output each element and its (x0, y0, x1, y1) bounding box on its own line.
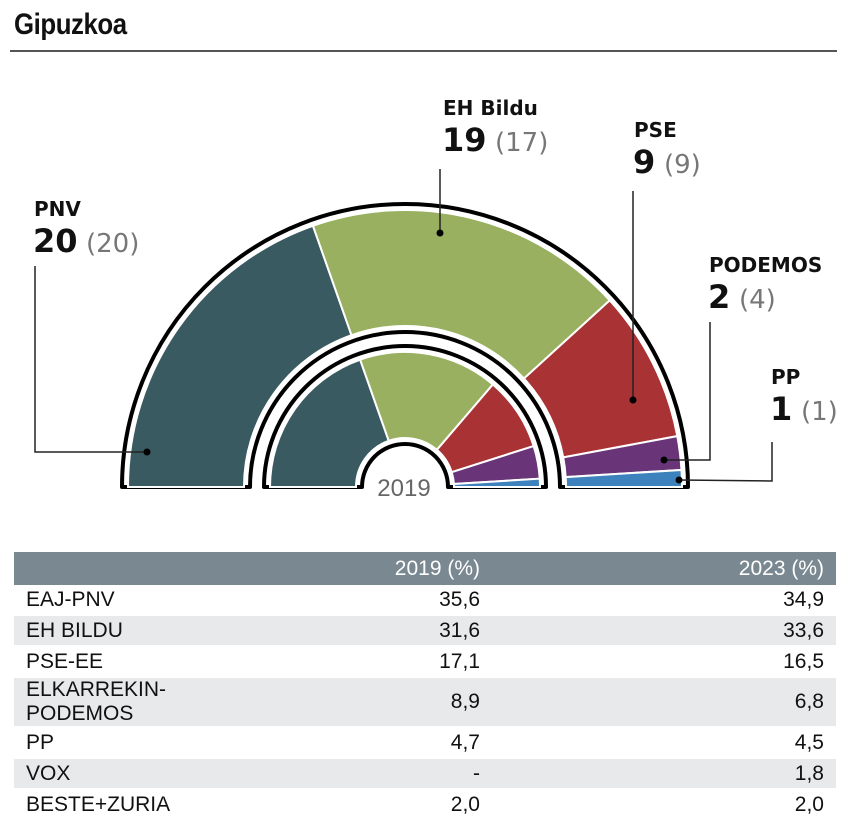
party-name: BESTE+ZURIA (14, 789, 278, 821)
leader-dot-pse (629, 396, 637, 404)
leader-dot-pnv (143, 448, 151, 456)
pct-2019: 8,9 (278, 677, 492, 728)
pct-2019: 4,7 (278, 727, 492, 759)
leader-dot-pp (675, 476, 683, 484)
party-name: PODEMOS (709, 253, 822, 277)
table-row: ELKARREKIN-PODEMOS 8,9 6,8 (14, 677, 836, 728)
party-name: EH Bildu (443, 96, 538, 120)
results-table: 2019 (%) 2023 (%) EAJ-PNV 35,6 34,9 EH BIL… (14, 552, 836, 821)
seats-2019: (9) (664, 150, 701, 180)
leader-line-podemos (664, 322, 711, 461)
seats-2023: 19 (442, 121, 487, 159)
leader-dot-podemos (660, 456, 668, 464)
inner-segment-pp (452, 477, 542, 488)
seats-2019: (20) (86, 229, 139, 259)
party-name: VOX (14, 758, 278, 790)
party-name: EH BILDU (14, 615, 278, 647)
seats-2023: 1 (770, 390, 792, 428)
inner-ring-2019 (268, 351, 542, 488)
seats-2019: (17) (495, 128, 548, 158)
seats-2023: 2 (708, 278, 730, 316)
outer-segment-pnv (126, 224, 353, 488)
party-name: PSE (634, 118, 677, 142)
pct-2019: - (278, 758, 492, 790)
seats-2019: (1) (801, 397, 838, 427)
pct-2023: 1,8 (492, 758, 836, 790)
leader-line-pnv (34, 266, 147, 453)
pct-2023: 16,5 (492, 646, 836, 678)
pct-2023: 33,6 (492, 615, 836, 647)
pct-2023: 2,0 (492, 789, 836, 821)
outer-segment-eh-bildu (311, 209, 612, 380)
outer-ring-2023 (126, 209, 684, 488)
table-row: PSE-EE 17,1 16,5 (14, 646, 836, 678)
inner-ring-year-label: 2019 (377, 475, 430, 502)
pct-2019: 31,6 (278, 615, 492, 647)
pct-2023: 34,9 (492, 585, 836, 616)
table-row: EAJ-PNV 35,6 34,9 (14, 585, 836, 616)
pct-2019: 17,1 (278, 646, 492, 678)
table-row: VOX -1,8 (14, 758, 836, 790)
inner-segment-pnv (268, 358, 390, 488)
table-header-row: 2019 (%) 2023 (%) (14, 552, 836, 585)
party-name: PNV (34, 197, 81, 221)
title-divider (10, 50, 837, 52)
inner-segment-eh-bildu (358, 351, 495, 452)
table-header-2023: 2023 (%) (492, 552, 836, 585)
party-label-pp: PP1 (1) (770, 365, 838, 428)
party-name: PSE-EE (14, 646, 278, 678)
party-name: EAJ-PNV (14, 585, 278, 616)
table-row: EH BILDU 31,6 33,6 (14, 615, 836, 647)
seats-2023: 20 (33, 222, 78, 260)
pct-2023: 6,8 (492, 677, 836, 728)
seats-2019: (4) (739, 285, 776, 315)
pct-2019: 35,6 (278, 585, 492, 616)
party-name: PP (14, 727, 278, 759)
outer-segment-pp (564, 468, 684, 488)
pct-2023: 4,5 (492, 727, 836, 759)
leader-line-pp (678, 442, 773, 482)
seats-2023: 9 (633, 143, 655, 181)
party-name: ELKARREKIN-PODEMOS (14, 677, 278, 728)
pct-2019: 2,0 (278, 789, 492, 821)
party-name: PP (771, 365, 800, 389)
page-title: Gipuzkoa (14, 8, 127, 41)
table-row: BESTE+ZURIA 2,0 2,0 (14, 789, 836, 821)
leader-dot-eh-bildu (436, 229, 444, 237)
leader-lines (34, 169, 773, 484)
table-row: PP 4,7 4,5 (14, 727, 836, 759)
table-header-party (14, 552, 278, 585)
table-header-2019: 2019 (%) (278, 552, 492, 585)
